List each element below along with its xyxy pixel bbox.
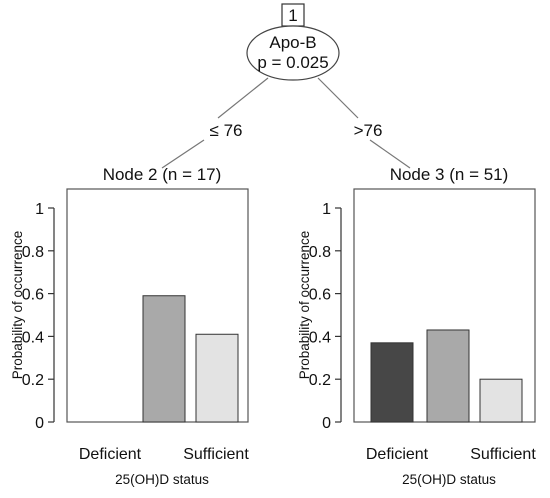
node-3-xtick-deficient: Deficient — [366, 446, 429, 463]
node-3-ytick-label: 0 — [322, 415, 331, 432]
node-3-xaxis: Deficient Sufficient 25(OH)D status — [366, 446, 536, 487]
node-2-xlabel: 25(OH)D status — [115, 472, 209, 487]
node-2-ytick-label: 0.8 — [22, 244, 44, 261]
node-3-xtick-sufficient: Sufficient — [470, 446, 536, 463]
node-2-title: Node 2 (n = 17) — [103, 165, 222, 184]
node-3-ytick-label: 0.4 — [309, 329, 331, 346]
node-2-ytick-label: 0 — [35, 415, 44, 432]
node-2-panel: Node 2 (n = 17) Probability of occurrenc… — [10, 165, 249, 487]
node-3-ytick-label: 0.2 — [309, 372, 331, 389]
node-2-ytick-label: 1 — [35, 201, 44, 218]
node-3-bar-deficient — [370, 342, 414, 423]
edge-label-right: >76 — [354, 121, 383, 140]
node-2-xtick-sufficient: Sufficient — [183, 446, 249, 463]
node-3-ytick-label: 0.6 — [309, 287, 331, 304]
node-3-ytick-label: 0.8 — [309, 244, 331, 261]
edge-right-lower — [369, 139, 411, 169]
node-2-ytick-label: 0.2 — [22, 372, 44, 389]
root-node-pvalue: p = 0.025 — [257, 53, 328, 72]
node-3-bars — [370, 329, 523, 423]
node-2-bar-insufficient — [142, 295, 186, 423]
edge-left-lower — [161, 139, 205, 169]
node-2-ytick-label: 0.6 — [22, 287, 44, 304]
edge-left-upper — [217, 77, 269, 119]
edge-right-upper — [317, 77, 359, 119]
node-2-ytick-label: 0.4 — [22, 329, 44, 346]
node-3-ylabel: Probability of occurrence — [297, 231, 312, 380]
node-3-panel: Node 3 (n = 51) Probability of occurrenc… — [297, 165, 536, 487]
node-2-xtick-deficient: Deficient — [79, 446, 142, 463]
root-node-id: 1 — [288, 6, 297, 25]
edge-label-left: ≤ 76 — [210, 121, 243, 140]
node-3-yaxis: 0 0.2 0.4 0.6 0.8 1 — [309, 201, 342, 432]
node-3-bar-insufficient — [426, 329, 470, 423]
node-2-ylabel: Probability of occurrence — [10, 231, 25, 380]
node-2-xaxis: Deficient Sufficient 25(OH)D status — [79, 446, 249, 487]
node-3-ytick-label: 1 — [322, 201, 331, 218]
node-3-bar-sufficient — [479, 378, 523, 423]
node-2-bars — [142, 295, 239, 423]
root-node-variable: Apo-B — [269, 33, 316, 52]
root-node-ellipse — [246, 25, 340, 81]
node-2-bar-sufficient — [195, 333, 239, 423]
node-3-title: Node 3 (n = 51) — [390, 165, 509, 184]
node-2-yaxis: 0 0.2 0.4 0.6 0.8 1 — [22, 201, 55, 432]
node-3-xlabel: 25(OH)D status — [402, 472, 496, 487]
